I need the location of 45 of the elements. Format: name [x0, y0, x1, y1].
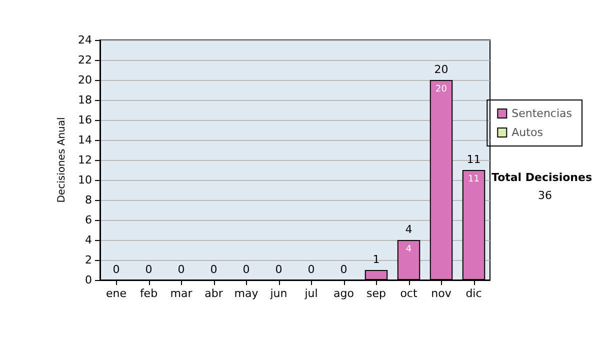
legend-label: Autos: [512, 126, 544, 139]
text: Total Decisiones: [492, 171, 592, 184]
data-label: 20: [436, 84, 448, 94]
y-tick-label: 18: [78, 94, 92, 106]
x-tick-label: may: [234, 287, 259, 300]
total-label: 11: [466, 153, 481, 166]
x-tick-label: abr: [204, 287, 224, 300]
total-label: 1: [372, 253, 380, 266]
y-tick-label: 20: [78, 74, 92, 86]
y-tick-label: 10: [78, 174, 92, 186]
y-tick-label: 2: [85, 254, 92, 266]
x-tick-label: ene: [106, 287, 127, 300]
x-tick-label: feb: [140, 287, 158, 300]
total-label: 0: [145, 263, 152, 276]
total-label: 0: [210, 263, 218, 276]
y-tick-label: 16: [78, 114, 92, 126]
x-tick-label: mar: [170, 287, 193, 300]
x-tick-label: sep: [366, 287, 386, 300]
total-label: 0: [178, 263, 185, 276]
y-tick-label: 0: [85, 274, 92, 286]
total-label: 0: [112, 263, 120, 276]
total-label: 0: [242, 263, 250, 276]
y-tick-label: 22: [78, 54, 92, 66]
x-tick-label: jun: [269, 287, 288, 300]
x-tick-label: dic: [466, 287, 482, 300]
x-tick-label: nov: [431, 287, 452, 300]
y-tick-label: 4: [85, 234, 92, 246]
y-tick-label: 6: [85, 214, 92, 226]
y-tick-label: 12: [78, 154, 92, 166]
total-label: 0: [275, 263, 282, 276]
total-label: 4: [405, 223, 412, 236]
y-tick-label: 24: [78, 34, 92, 46]
data-label: 11: [468, 174, 480, 184]
legend-label: Sentencias: [512, 107, 572, 120]
total-label: 0: [308, 263, 315, 276]
x-tick-label: jul: [304, 287, 318, 300]
total-label: 20: [434, 63, 448, 76]
x-tick-label: ago: [334, 287, 354, 300]
y-tick-label: 8: [85, 194, 92, 206]
x-tick-label: oct: [400, 287, 418, 300]
data-label: 4: [406, 244, 412, 254]
y-axis-title: Decisiones Anual: [56, 117, 68, 203]
y-tick-label: 14: [78, 134, 92, 146]
total-label: 0: [340, 263, 348, 276]
text: 36: [538, 189, 552, 202]
